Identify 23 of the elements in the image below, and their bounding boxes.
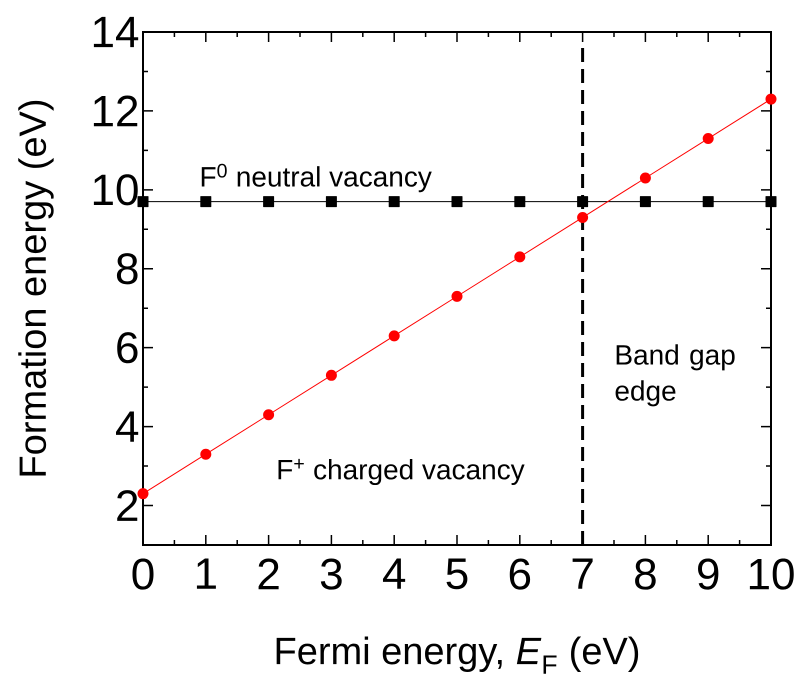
x-tick-label: 5: [446, 558, 468, 590]
y-tick-label: 14: [94, 16, 138, 48]
x-tick-label: 8: [635, 558, 656, 590]
y-axis-title: Formation energy (eV): [18, 100, 54, 476]
y-tick-label: 2: [117, 490, 138, 521]
x-tick-label: 6: [510, 558, 530, 590]
x-tick-label: 0: [132, 558, 154, 590]
y-tick-label: 10: [94, 174, 138, 206]
y-tick-label: 8: [116, 253, 138, 284]
annotation: F$^{0}$ neutral vacancy: [202, 164, 432, 192]
x-tick-label: 4: [382, 558, 406, 589]
x-tick-label: 9: [698, 558, 718, 590]
x-axis-title: Fermi energy, E$_{F}$ (eV): [276, 636, 638, 674]
annotation: F$^{+}$ charged vacancy: [278, 458, 525, 486]
x-tick-label: 3: [320, 558, 342, 590]
x-tick-label: 2: [258, 558, 279, 590]
x-tick-label: 1: [196, 558, 216, 589]
x-tick-label: 7: [572, 558, 593, 589]
y-tick-label: 12: [94, 96, 138, 126]
ref-line-label: Band gap edge: [616, 344, 735, 406]
y-tick-label: 4: [116, 411, 138, 442]
x-tick-label: 10: [750, 558, 794, 590]
y-tick-label: 6: [117, 332, 138, 364]
